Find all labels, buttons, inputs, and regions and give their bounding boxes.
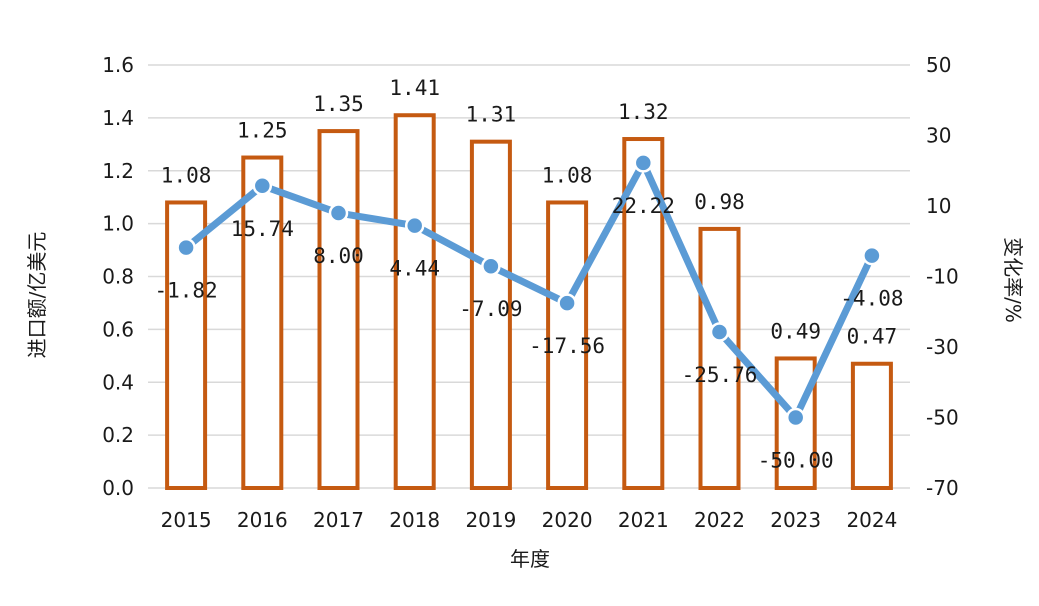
x-tick-label: 2015 (161, 508, 212, 532)
x-tick-label: 2020 (542, 508, 593, 532)
line-data-label: -1.82 (154, 279, 217, 303)
left-tick-label: 0.2 (102, 423, 134, 447)
right-axis-ticks: -70 -50 -30 -10 10 30 50 (926, 53, 959, 500)
bar-data-labels: 1.08 1.25 1.35 1.41 1.31 1.08 1.32 0.98 0.49 0.47 (161, 76, 897, 349)
line-point (862, 245, 882, 266)
x-tick-label: 2017 (313, 508, 364, 532)
line-point (252, 176, 273, 196)
left-tick-label: 0.6 (102, 317, 134, 341)
right-tick-label: 10 (926, 194, 951, 218)
right-tick-label: -50 (926, 406, 959, 430)
x-tick-label: 2016 (237, 508, 288, 532)
bar-data-label: 1.41 (389, 76, 440, 100)
bar-data-label: 1.31 (466, 103, 517, 127)
bar-data-label: 1.32 (618, 100, 669, 124)
bar-data-label: 0.49 (770, 319, 821, 343)
line-data-label: -4.08 (840, 287, 903, 311)
bar (393, 113, 436, 490)
bar (241, 155, 284, 490)
line-point (633, 153, 654, 173)
left-axis-ticks: 0.0 0.2 0.4 0.6 0.8 1.0 1.2 1.4 1.6 (102, 53, 134, 500)
x-tick-label: 2018 (389, 508, 440, 532)
line-data-labels: -1.82 15.74 8.00 4.44 -7.09 -17.56 22.22 -25.76… (154, 194, 903, 473)
right-axis-title: 变化率/% (1001, 237, 1025, 323)
left-tick-label: 0.4 (102, 370, 134, 394)
line-series (176, 153, 882, 428)
bar (850, 361, 893, 490)
right-tick-label: 50 (926, 53, 951, 77)
left-tick-label: 1.2 (102, 159, 134, 183)
x-tick-label: 2023 (770, 508, 821, 532)
bar (698, 226, 741, 490)
bar-data-label: 1.25 (237, 119, 288, 143)
line-point (176, 237, 196, 258)
line-point (709, 322, 730, 342)
line-data-label: -7.09 (459, 297, 522, 321)
x-tick-label: 2022 (694, 508, 745, 532)
line-data-label: -17.56 (529, 334, 605, 358)
line-data-label: -25.76 (682, 363, 758, 387)
right-tick-label: -10 (926, 265, 959, 289)
bar-data-label: 1.35 (313, 92, 364, 116)
left-tick-label: 1.6 (102, 53, 134, 77)
left-axis-title: 进口额/亿美元 (25, 232, 49, 359)
bar (317, 129, 360, 490)
line-point (328, 203, 349, 223)
left-tick-label: 1.4 (102, 106, 134, 130)
left-tick-label: 0.8 (102, 265, 134, 289)
line-point (404, 215, 425, 236)
line-data-label: 15.74 (231, 217, 294, 241)
x-tick-label: 2021 (618, 508, 669, 532)
left-tick-label: 1.0 (102, 212, 134, 236)
bar-series (165, 113, 893, 490)
bar-data-label: 0.47 (847, 325, 898, 349)
bar (546, 200, 589, 490)
line-point (557, 293, 577, 313)
right-tick-label: -70 (926, 476, 959, 500)
line-data-label: 4.44 (389, 257, 440, 281)
bar (469, 139, 512, 490)
line-data-label: 8.00 (313, 244, 364, 268)
bar-data-label: 1.08 (161, 163, 212, 187)
line-data-label: 22.22 (612, 194, 675, 218)
x-tick-label: 2019 (465, 508, 516, 532)
left-tick-label: 0.0 (102, 476, 134, 500)
series-line (182, 159, 876, 421)
bar-data-label: 0.98 (694, 190, 745, 214)
x-axis-ticks: 2015 2016 2017 2018 2019 2020 2021 2022 2023 2024 (161, 508, 898, 532)
right-tick-label: -30 (926, 335, 959, 359)
line-data-label: -50.00 (758, 449, 834, 473)
line-point (481, 256, 501, 276)
bar-data-label: 1.08 (542, 163, 593, 187)
line-point (785, 407, 806, 428)
x-axis-title: 年度 (510, 547, 550, 571)
x-tick-label: 2024 (846, 508, 897, 532)
right-tick-label: 30 (926, 124, 951, 148)
